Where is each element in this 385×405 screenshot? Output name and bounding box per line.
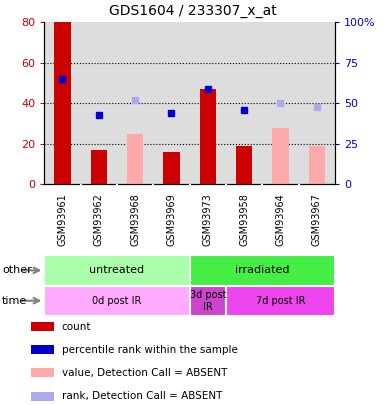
Text: GSM93968: GSM93968 <box>130 193 140 246</box>
Bar <box>236 146 252 184</box>
Text: GSM93961: GSM93961 <box>57 193 67 246</box>
Bar <box>31 392 54 401</box>
Text: GDS1604 / 233307_x_at: GDS1604 / 233307_x_at <box>109 4 276 18</box>
Text: 0d post IR: 0d post IR <box>92 296 142 306</box>
Text: percentile rank within the sample: percentile rank within the sample <box>62 345 238 355</box>
Bar <box>190 286 226 316</box>
Bar <box>54 22 70 184</box>
Text: 7d post IR: 7d post IR <box>256 296 305 306</box>
Bar <box>31 369 54 377</box>
Text: count: count <box>62 322 91 332</box>
Bar <box>163 152 180 184</box>
Bar <box>190 255 335 286</box>
Text: untreated: untreated <box>89 265 144 275</box>
Text: GSM93967: GSM93967 <box>312 193 322 246</box>
Bar <box>226 286 335 316</box>
Bar <box>31 322 54 331</box>
Text: rank, Detection Call = ABSENT: rank, Detection Call = ABSENT <box>62 391 222 401</box>
Text: GSM93973: GSM93973 <box>203 193 213 246</box>
Text: GSM93958: GSM93958 <box>239 193 249 246</box>
Bar <box>44 286 190 316</box>
Bar <box>44 255 190 286</box>
Bar <box>127 134 143 184</box>
Text: GSM93962: GSM93962 <box>94 193 104 246</box>
Bar <box>272 128 289 184</box>
Bar <box>90 150 107 184</box>
Text: GSM93964: GSM93964 <box>275 193 285 246</box>
Text: value, Detection Call = ABSENT: value, Detection Call = ABSENT <box>62 368 227 378</box>
Text: GSM93969: GSM93969 <box>166 193 176 246</box>
Text: 3d post
IR: 3d post IR <box>189 290 226 311</box>
Bar <box>309 146 325 184</box>
Text: time: time <box>2 296 27 306</box>
Text: other: other <box>2 265 32 275</box>
Bar <box>199 89 216 184</box>
Text: irradiated: irradiated <box>235 265 290 275</box>
Bar <box>31 345 54 354</box>
